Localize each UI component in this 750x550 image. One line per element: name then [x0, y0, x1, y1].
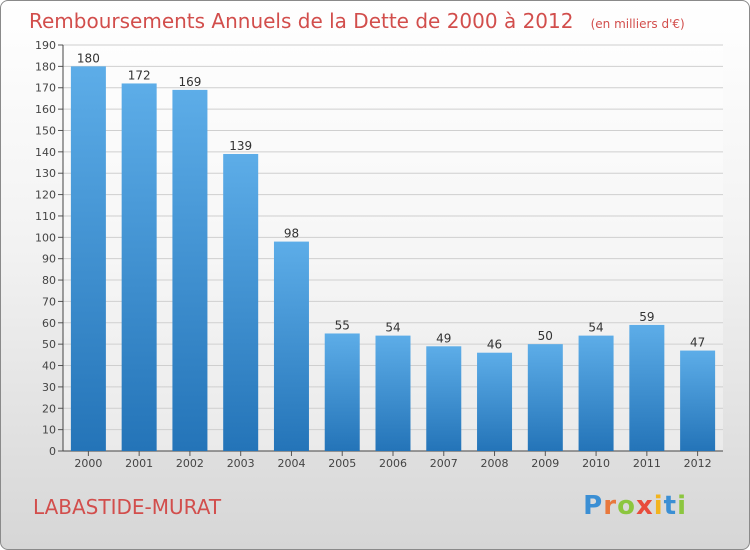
y-tick-label: 170 [35, 82, 56, 95]
brand-letter: o [617, 491, 636, 521]
y-tick-label: 110 [35, 210, 56, 223]
brand-letter: r [603, 491, 618, 521]
x-tick-label: 2002 [176, 457, 204, 470]
brand-letter: x [635, 491, 654, 521]
brand-letter: t [663, 491, 678, 521]
y-tick-label: 150 [35, 124, 56, 137]
y-tick-label: 30 [42, 381, 56, 394]
x-tick-label: 2005 [328, 457, 356, 470]
x-tick-label: 2003 [227, 457, 255, 470]
data-label-2007: 49 [436, 331, 451, 345]
bar-2012 [680, 350, 716, 451]
data-label-2004: 98 [284, 227, 299, 241]
x-tick-label: 2011 [633, 457, 661, 470]
bar-2004 [273, 241, 309, 451]
bar-2011 [629, 324, 665, 451]
bar-2002 [172, 89, 208, 451]
x-tick-label: 2010 [582, 457, 610, 470]
y-tick-label: 90 [42, 253, 56, 266]
y-tick-label: 140 [35, 146, 56, 159]
y-tick-label: 60 [42, 317, 56, 330]
data-label-2010: 54 [588, 321, 603, 335]
title-block: Remboursements Annuels de la Dette de 20… [29, 9, 685, 33]
y-tick-label: 50 [42, 338, 56, 351]
y-tick-label: 180 [35, 60, 56, 73]
data-label-2006: 54 [385, 321, 400, 335]
brand-letter: P [583, 491, 604, 521]
x-tick-label: 2008 [481, 457, 509, 470]
x-tick-label: 2009 [531, 457, 559, 470]
y-tick-label: 130 [35, 167, 56, 180]
bar-2007 [426, 346, 462, 451]
x-tick-label: 2000 [74, 457, 102, 470]
data-label-2002: 169 [178, 75, 201, 89]
data-label-2012: 47 [690, 336, 705, 350]
bars [70, 66, 716, 452]
y-tick-label: 80 [42, 274, 56, 287]
y-tick-label: 20 [42, 402, 56, 415]
data-label-2003: 139 [229, 139, 252, 153]
commune-name: LABASTIDE-MURAT [33, 495, 222, 519]
data-label-2001: 172 [128, 68, 151, 82]
bar-2005 [324, 333, 360, 451]
data-label-2000: 180 [77, 51, 100, 65]
x-tick-label: 2007 [430, 457, 458, 470]
data-label-2008: 46 [487, 338, 502, 352]
brand-letter: i [653, 491, 664, 521]
chart-subtitle: (en milliers d'€) [590, 17, 685, 31]
y-tick-label: 0 [49, 445, 56, 458]
x-tick-label: 2004 [277, 457, 305, 470]
x-tick-label: 2001 [125, 457, 153, 470]
y-tick-label: 100 [35, 231, 56, 244]
x-tick-label: 2012 [684, 457, 712, 470]
y-tick-label: 160 [35, 103, 56, 116]
bar-2001 [121, 83, 157, 451]
data-label-2011: 59 [639, 310, 654, 324]
bar-2000 [70, 66, 106, 452]
data-labels: 180 172 169 139 98 55 54 49 46 50 54 59 47 [77, 51, 705, 351]
bar-2010 [578, 335, 614, 451]
x-tick-label: 2006 [379, 457, 407, 470]
brand-letter: i [677, 491, 687, 521]
y-tick-label: 120 [35, 189, 56, 202]
y-tick-label: 40 [42, 360, 56, 373]
bar-2006 [375, 335, 411, 451]
proxiti-logo: Proxiti [583, 491, 687, 521]
axes: 0 10 20 30 40 50 60 70 80 90 100 110 120 130 140 150 160… [35, 39, 723, 470]
y-tick-label: 190 [35, 39, 56, 52]
data-label-2009: 50 [538, 329, 553, 343]
y-tick-label: 10 [42, 424, 56, 437]
bar-2009 [527, 344, 563, 451]
bar-2003 [223, 153, 259, 451]
chart-title: Remboursements Annuels de la Dette de 20… [29, 9, 574, 33]
data-label-2005: 55 [335, 318, 350, 332]
y-tick-label: 70 [42, 295, 56, 308]
bar-2008 [477, 352, 513, 451]
